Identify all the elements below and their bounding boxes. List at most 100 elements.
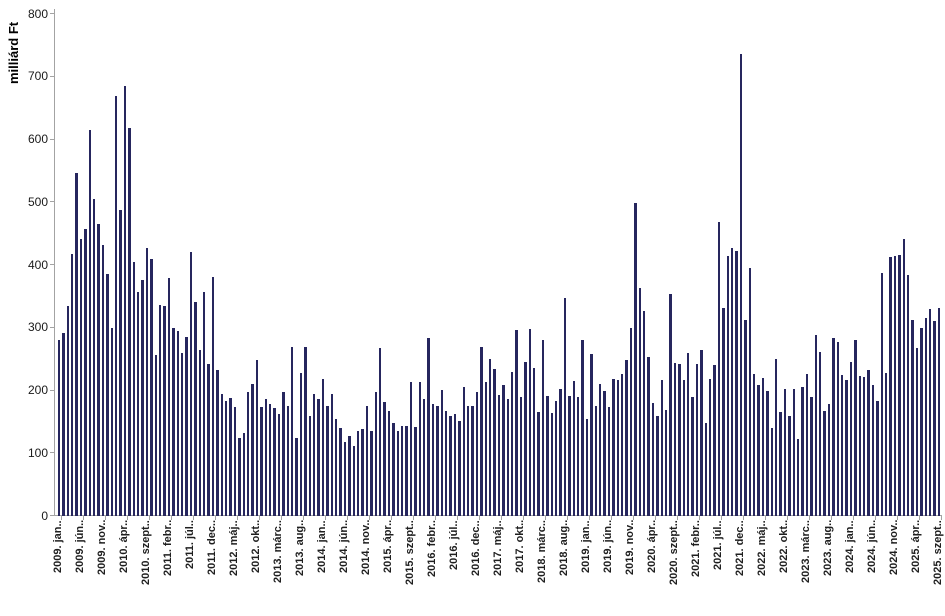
x-axis-tick	[633, 516, 635, 520]
x-axis-tick	[611, 516, 613, 520]
bar	[79, 238, 83, 516]
x-axis-tick	[193, 516, 195, 520]
y-axis-line	[54, 9, 55, 516]
y-axis-tick-label: 300	[27, 320, 48, 335]
bar	[115, 95, 118, 516]
bar	[198, 350, 201, 516]
x-axis-tick	[897, 516, 899, 520]
bar	[880, 272, 883, 516]
bar	[625, 359, 628, 516]
bar	[326, 406, 329, 516]
x-axis-tick-label: 2011. febr..	[162, 520, 174, 577]
y-axis-tick	[50, 326, 54, 328]
bar	[559, 389, 562, 516]
bar	[304, 346, 307, 516]
bar	[119, 209, 122, 516]
bar	[788, 415, 791, 516]
bar	[871, 385, 875, 516]
bar	[572, 381, 575, 516]
bar	[585, 418, 589, 516]
y-axis-tick-label: 600	[27, 132, 48, 146]
bar	[295, 437, 298, 516]
x-axis-tick	[567, 516, 569, 520]
bar	[291, 346, 294, 516]
bar	[682, 380, 685, 516]
bar	[814, 335, 817, 516]
x-axis-tick-label: 2013. márc..	[272, 520, 284, 583]
bar	[145, 248, 149, 516]
bar	[533, 367, 536, 516]
bar	[761, 377, 765, 516]
bar	[141, 280, 144, 516]
bar	[62, 332, 65, 516]
x-axis-tick	[523, 516, 525, 520]
bar	[893, 255, 897, 516]
x-axis-tick-label: 2011. dec..	[206, 520, 218, 576]
bar	[75, 172, 78, 516]
bar	[594, 406, 597, 516]
bar	[418, 381, 421, 516]
x-axis-tick-label: 2019. nov..	[624, 520, 636, 576]
bar	[889, 256, 892, 516]
bar	[181, 353, 184, 516]
bar	[335, 418, 338, 516]
y-axis-tick	[50, 452, 54, 454]
y-axis-tick	[50, 264, 54, 265]
y-axis-tick	[50, 13, 54, 14]
bar	[669, 293, 672, 516]
x-axis-tick-label: 2022. máj..	[756, 520, 768, 576]
bar	[321, 379, 325, 516]
bar	[524, 361, 527, 516]
bar	[581, 340, 584, 516]
x-axis-tick-label: 2024. jan..	[844, 520, 856, 573]
x-axis-tick	[413, 516, 415, 520]
x-axis-tick-label: 2009. jún..	[74, 520, 86, 574]
bar	[84, 229, 87, 516]
bar	[783, 388, 787, 516]
bar	[370, 431, 373, 516]
bar	[506, 399, 509, 516]
bar	[836, 342, 839, 516]
bar	[445, 410, 448, 516]
x-axis-tick-label: 2009. nov..	[96, 520, 108, 576]
bar	[766, 390, 769, 516]
bar	[383, 402, 386, 516]
x-axis-tick	[479, 516, 481, 520]
x-axis-tick-label: 2015. ápr..	[382, 520, 394, 574]
bar	[484, 382, 487, 516]
bar	[409, 382, 413, 516]
x-axis-tick	[83, 516, 85, 520]
x-axis-tick	[303, 516, 305, 520]
y-axis-tick-label: 800	[27, 6, 48, 21]
bar	[401, 426, 404, 516]
x-axis-tick	[699, 516, 701, 520]
bar	[255, 360, 259, 516]
bar	[348, 435, 351, 516]
bar	[352, 445, 355, 516]
bar	[269, 403, 272, 516]
bar	[251, 383, 254, 516]
x-axis-tick	[127, 516, 129, 520]
bar	[313, 393, 316, 516]
x-axis-tick-label: 2011. júl..	[184, 520, 196, 569]
bar	[106, 274, 109, 516]
bar	[440, 389, 443, 516]
bar	[339, 428, 342, 516]
y-axis-tick	[50, 389, 54, 391]
bar	[423, 398, 426, 516]
x-axis-tick-label: 2016. febr..	[426, 520, 438, 577]
bar	[867, 370, 870, 516]
x-axis-tick-label: 2015. szept..	[404, 520, 416, 585]
bar	[568, 396, 571, 516]
bar	[176, 330, 179, 516]
bar	[563, 298, 567, 516]
y-axis-tick-label: 0	[41, 508, 48, 523]
bar	[137, 291, 140, 516]
bar	[854, 339, 857, 516]
bar	[66, 305, 69, 516]
bar	[453, 414, 457, 516]
bar	[660, 379, 663, 516]
bar	[827, 403, 831, 516]
bar	[911, 319, 914, 516]
bar	[467, 405, 470, 516]
